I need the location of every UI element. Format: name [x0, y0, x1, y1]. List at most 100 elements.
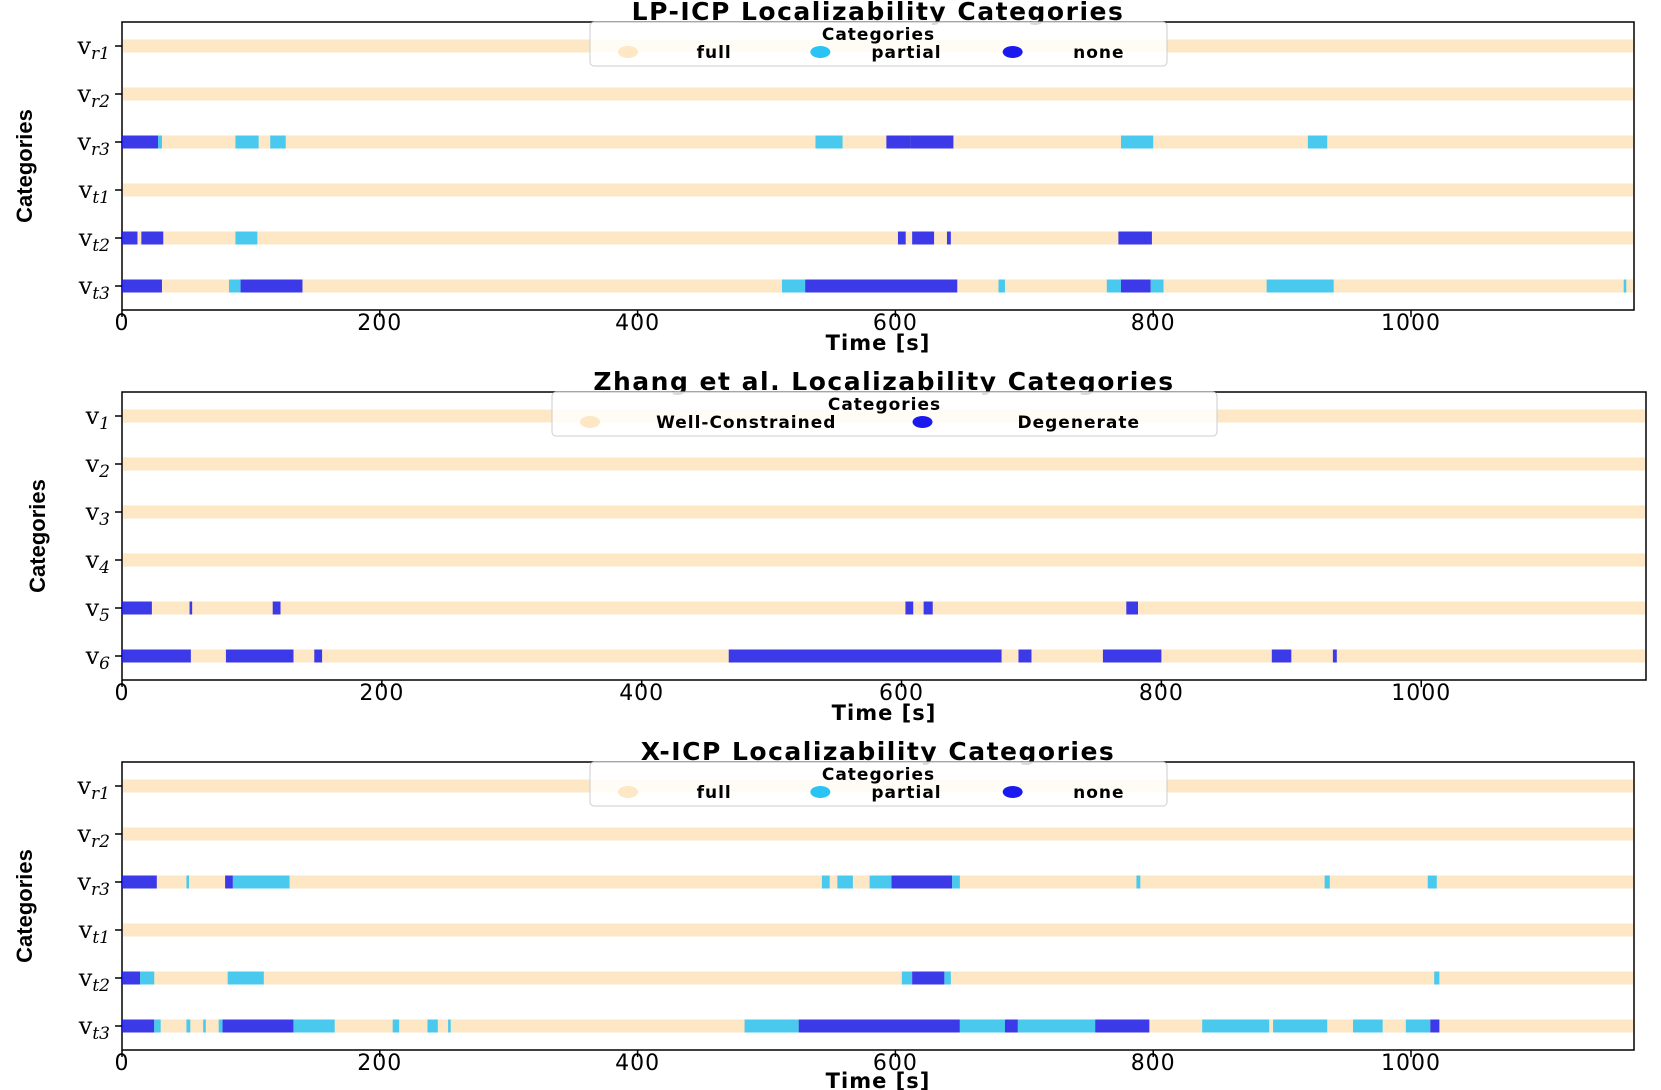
- segment-degenerate: [1332, 649, 1337, 663]
- y-axis-label: Categories: [12, 109, 37, 223]
- segment-partial: [154, 1019, 161, 1033]
- legend-marker-full: [618, 786, 638, 798]
- segment-degenerate: [272, 601, 281, 615]
- segment-none: [912, 231, 935, 245]
- legend-marker-partial: [810, 786, 831, 798]
- segment-partial: [227, 971, 264, 985]
- x-tick-label: 0: [115, 311, 130, 336]
- segment-partial: [1623, 279, 1627, 293]
- x-tick-label: 200: [357, 311, 402, 336]
- segment-degenerate: [314, 649, 323, 663]
- row-vt3: vt3: [78, 1012, 1633, 1044]
- segment-partial: [1120, 135, 1154, 149]
- segment-degenerate: [1018, 649, 1032, 663]
- segment-none: [122, 971, 141, 985]
- timeline-band: [123, 135, 1633, 149]
- row-vt1: vt1: [78, 916, 1633, 948]
- row-v6: v6: [85, 642, 1645, 674]
- segment-degenerate: [728, 649, 783, 663]
- legend-title: Categories: [828, 395, 941, 415]
- x-tick-label: 200: [357, 1051, 402, 1076]
- category-label: vr2: [76, 820, 110, 852]
- segment-partial: [140, 971, 155, 985]
- chart-panel-2: Zhang et al. Localizability Categories v1…: [25, 367, 1647, 725]
- segment-partial: [1202, 1019, 1270, 1033]
- x-tick-label: 400: [615, 311, 660, 336]
- category-label: vr1: [76, 32, 110, 64]
- x-axis-label: Time [s]: [826, 331, 931, 355]
- row-vr3: vr3: [76, 128, 1633, 160]
- row-vr2: vr2: [76, 80, 1633, 112]
- legend-label-partial: partial: [871, 43, 941, 63]
- timeline-band: [123, 505, 1645, 519]
- legend-marker-none: [1002, 46, 1023, 58]
- segment-partial: [944, 971, 951, 985]
- segment-none: [122, 231, 138, 245]
- segment-partial: [293, 1019, 335, 1033]
- legend-box: [551, 391, 1218, 437]
- segment-partial: [235, 135, 259, 149]
- timeline-band: [123, 601, 1645, 615]
- segment-degenerate: [905, 601, 914, 615]
- chart-title: X-ICP Localizability Categories: [641, 737, 1116, 766]
- category-label: v1: [85, 402, 110, 434]
- segment-partial: [232, 875, 290, 889]
- category-label: vt3: [78, 1012, 110, 1044]
- segment-partial: [186, 875, 190, 889]
- segment-none: [805, 279, 958, 293]
- x-tick-label: 0: [115, 1051, 130, 1076]
- segment-partial: [1307, 135, 1328, 149]
- category-label: vt3: [78, 272, 110, 304]
- legend-box: [589, 761, 1168, 807]
- segment-none: [225, 875, 233, 889]
- segment-partial: [1150, 279, 1164, 293]
- row-vt3: vt3: [78, 272, 1633, 304]
- plot-area: [121, 761, 1635, 1051]
- timeline-band: [123, 553, 1645, 567]
- segment-none: [240, 279, 303, 293]
- legend-label-well: Well-Constrained: [656, 413, 836, 433]
- segment-degenerate: [122, 601, 152, 615]
- x-tick-label: 1000: [1381, 311, 1441, 336]
- timeline-band: [123, 183, 1633, 197]
- segment-partial: [218, 1019, 223, 1033]
- category-label: v4: [85, 546, 110, 578]
- legend-marker-well: [580, 416, 600, 428]
- segment-partial: [815, 135, 843, 149]
- row-v4: v4: [85, 546, 1645, 578]
- segment-partial: [1427, 875, 1437, 889]
- segment-none: [1120, 279, 1151, 293]
- legend: Categories full partial none: [589, 761, 1168, 807]
- chart-title: Zhang et al. Localizability Categories: [593, 367, 1174, 396]
- category-label: vt2: [78, 964, 110, 996]
- legend-marker-degenerate: [912, 416, 933, 428]
- segment-none: [122, 875, 157, 889]
- plot-area: [121, 21, 1635, 311]
- segment-partial: [1324, 875, 1330, 889]
- category-label: vr3: [76, 868, 110, 900]
- segment-degenerate: [923, 601, 933, 615]
- x-tick-label: 400: [619, 681, 664, 706]
- segment-none: [886, 135, 911, 149]
- segment-partial: [427, 1019, 438, 1033]
- segment-none: [912, 971, 945, 985]
- segment-partial: [781, 279, 806, 293]
- legend-box: [589, 21, 1168, 67]
- category-label: vt1: [78, 916, 110, 948]
- legend-label-partial: partial: [871, 783, 941, 803]
- segment-degenerate: [782, 649, 1002, 663]
- category-label: vr3: [76, 128, 110, 160]
- segment-degenerate: [122, 649, 191, 663]
- x-tick-label: 600: [879, 681, 924, 706]
- segment-partial: [1434, 971, 1440, 985]
- legend-label-degenerate: Degenerate: [1018, 413, 1140, 433]
- segment-none: [141, 231, 164, 245]
- segment-none: [122, 279, 162, 293]
- legend-marker-none: [1002, 786, 1023, 798]
- segment-degenerate: [1102, 649, 1162, 663]
- segment-partial: [392, 1019, 400, 1033]
- segment-none: [1095, 1019, 1150, 1033]
- segment-none: [122, 135, 159, 149]
